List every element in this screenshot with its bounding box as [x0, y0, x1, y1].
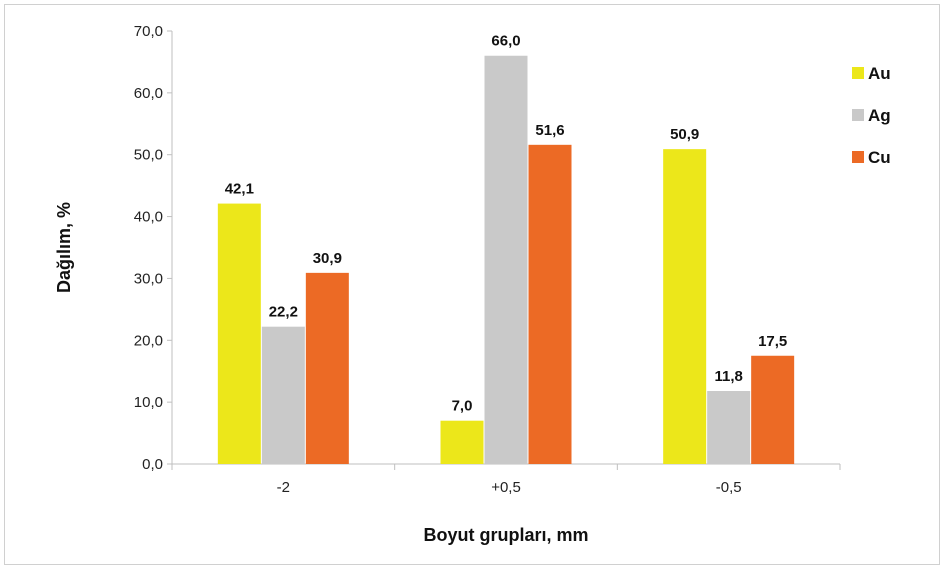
legend-label: Cu — [868, 148, 891, 167]
bar-au — [663, 149, 707, 464]
x-tick-label: -2 — [277, 479, 290, 496]
y-tick-label: 0,0 — [142, 456, 163, 473]
data-label: 30,9 — [313, 250, 342, 267]
bars — [217, 55, 795, 464]
y-tick-label: 50,0 — [134, 147, 163, 164]
chart-frame — [4, 4, 940, 565]
y-tick-label: 40,0 — [134, 209, 163, 226]
y-axis-title: Dağılım, % — [54, 202, 74, 293]
legend-label: Ag — [868, 106, 891, 125]
y-tick-label: 30,0 — [134, 270, 163, 287]
bar-cu — [305, 272, 349, 464]
data-label: 17,5 — [758, 333, 787, 350]
data-label: 66,0 — [491, 33, 520, 50]
x-tick-label: -0,5 — [716, 479, 742, 496]
bar-au — [440, 420, 484, 464]
data-label: 51,6 — [535, 122, 564, 139]
legend-label: Au — [868, 64, 891, 83]
bar-cu — [528, 144, 572, 464]
data-label: 7,0 — [452, 398, 473, 415]
bar-ag — [261, 326, 305, 464]
y-tick-label: 10,0 — [134, 394, 163, 411]
data-labels: 42,1 22,2 30,9 7,0 66,0 51,6 50,9 11,8 17,5 — [225, 33, 788, 415]
legend-swatch — [852, 109, 864, 121]
bar-cu — [751, 355, 795, 464]
data-label: 22,2 — [269, 304, 298, 321]
data-label: 50,9 — [670, 126, 699, 143]
bar-ag — [707, 391, 751, 464]
data-label: 11,8 — [714, 368, 742, 385]
legend: Au Ag Cu — [852, 64, 891, 167]
y-tick-label: 60,0 — [134, 85, 163, 102]
legend-swatch — [852, 151, 864, 163]
y-tick-label: 70,0 — [134, 23, 163, 40]
y-tick-label: 20,0 — [134, 332, 163, 349]
bar-au — [217, 203, 261, 464]
x-tick-label: +0,5 — [491, 479, 521, 496]
data-label: 42,1 — [225, 181, 254, 198]
legend-swatch — [852, 67, 864, 79]
x-axis-title: Boyut grupları, mm — [423, 525, 588, 545]
bar-ag — [484, 55, 528, 464]
